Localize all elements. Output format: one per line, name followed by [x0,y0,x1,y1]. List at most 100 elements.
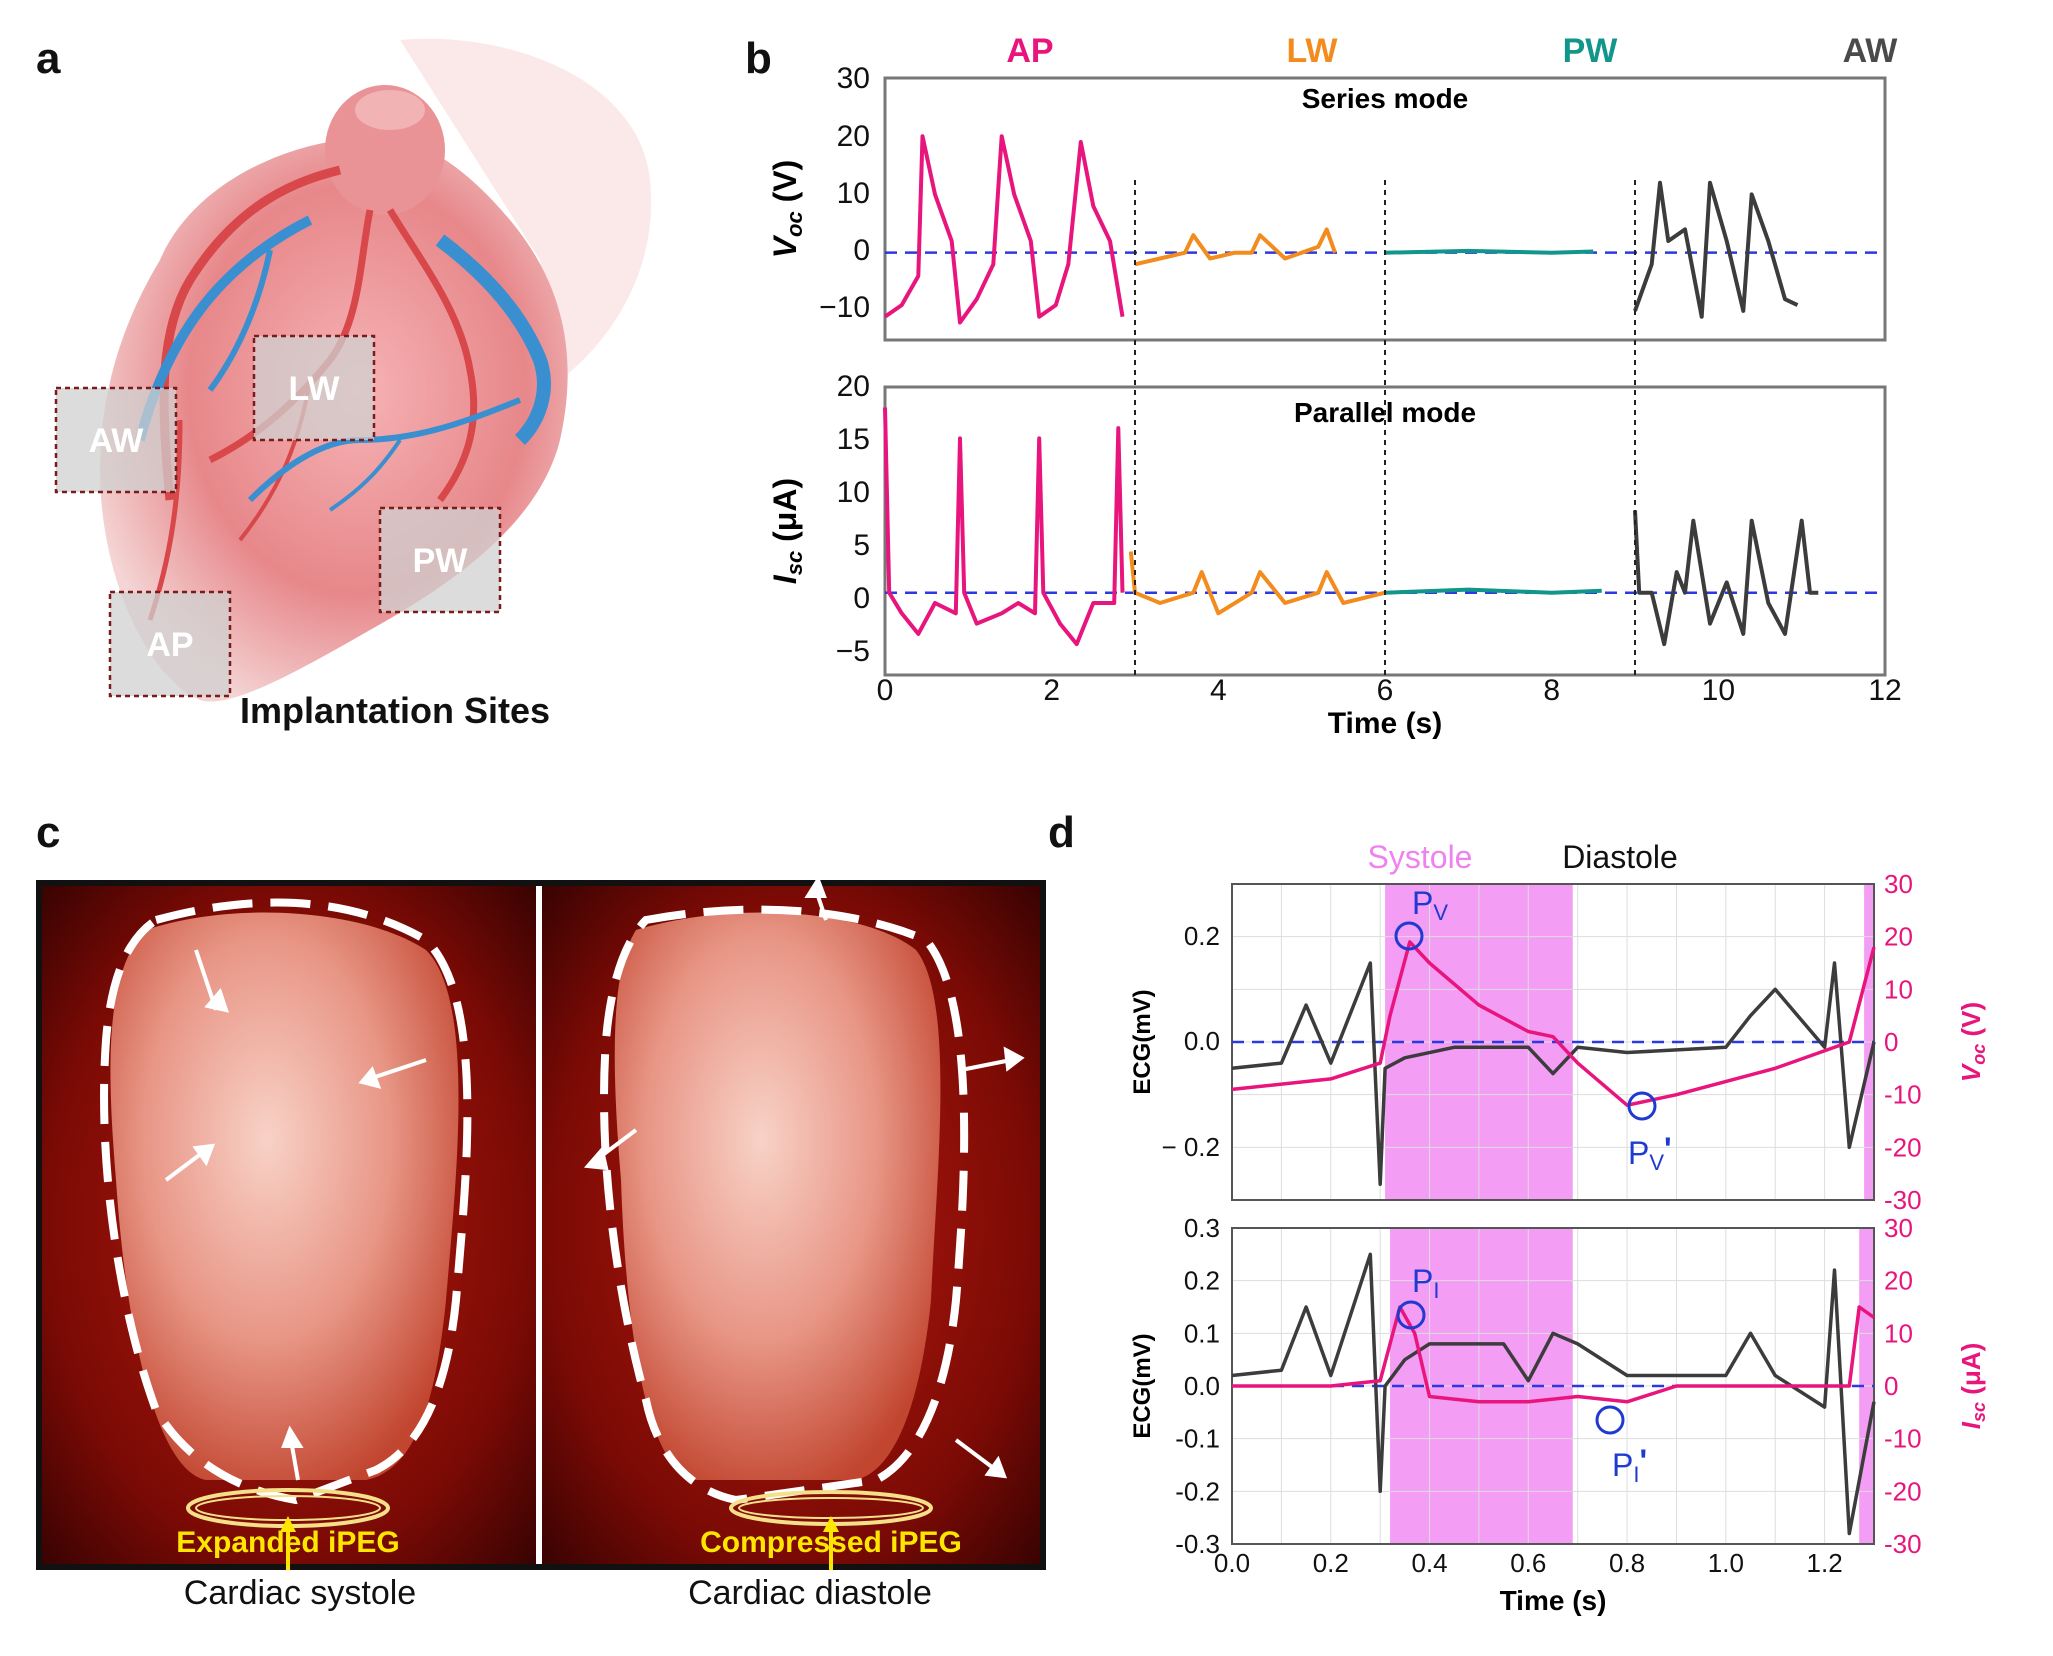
series-aw-line [1633,180,1799,319]
svg-text:PI': PI' [1612,1443,1647,1487]
ytick: 0.3 [1184,1213,1220,1243]
ytick: 30 [1884,869,1913,899]
series-lw-line [1128,551,1386,616]
xtick: 10 [1702,674,1735,707]
diastole-caption: Cardiac diastole [688,1574,932,1612]
diastole-photo: Compressed iPEG [542,880,1040,1570]
site-label-pw: PW [1563,32,1619,70]
svg-text:AW: AW [89,422,145,460]
compressed-ipeg-label: Compressed iPEG [700,1526,962,1559]
series-aw-line [1633,510,1819,647]
panel-letter-c: c [36,808,61,857]
ytick: 0.2 [1184,921,1220,951]
systole-caption: Cardiac systole [183,1574,417,1612]
ytick: 5 [853,529,870,562]
xtick: 6 [1377,674,1394,707]
ytick: 30 [837,62,870,95]
svg-text:PV: PV [1412,885,1448,925]
ytick: 0.2 [1184,1266,1220,1296]
ytick: 20 [837,120,870,153]
ytick: 0 [853,234,870,267]
svg-text:PV': PV' [1628,1131,1672,1175]
xtick: 0.6 [1510,1548,1546,1578]
voc-right-axis-label: Voc (V) [1956,1002,1989,1082]
panel-b-chart: AP LW PW AW Series mode Parallel mode 30… [767,32,1902,740]
xtick: 12 [1868,674,1901,707]
series-pw-line [1384,587,1602,595]
ytick: -0.3 [1175,1529,1220,1559]
svg-text:AP: AP [146,626,193,664]
ytick: -20 [1884,1132,1922,1162]
pi-prime-marker: PI' [1595,1405,1647,1487]
xtick: 1.0 [1708,1548,1744,1578]
ytick: -10 [1884,1080,1922,1110]
xtick: 1.2 [1807,1548,1843,1578]
site-box-lw: LW [252,334,376,442]
pv-prime-marker: PV' [1627,1091,1672,1175]
svg-text:PI: PI [1412,1263,1439,1303]
ytick: −10 [819,291,870,324]
svg-text:PW: PW [413,542,469,580]
ytick: -0.2 [1175,1476,1220,1506]
series-ecg-line [1231,961,1876,1186]
ytick: 10 [1884,1318,1913,1348]
site-box-ap: AP [108,590,232,698]
series-ecg-line [1231,1252,1876,1536]
svg-text:LW: LW [289,370,341,408]
implantation-sites-caption: Implantation Sites [240,690,551,731]
series-isc-line [1232,1305,1876,1404]
ecg-axis-label-top: ECG(mV) [1129,989,1156,1094]
ytick: − 0.2 [1161,1132,1220,1162]
voc-axis-label: Voc (V) [767,160,807,259]
expanded-ipeg-label: Expanded iPEG [176,1526,399,1559]
ytick: -20 [1884,1476,1922,1506]
ytick: 30 [1884,1213,1913,1243]
site-label-ap: AP [1006,32,1053,70]
ytick: 10 [837,177,870,210]
ytick: 20 [1884,922,1913,952]
panel-d-chart: Systole Diastole 0.2 0.0 − 0.2 30 20 10 0 -1… [1129,839,1989,1616]
isc-axis-label: Isc (μA) [767,478,807,584]
ytick: 10 [837,476,870,509]
x-axis-label: Time (s) [1328,707,1442,740]
ytick: 10 [1884,974,1913,1004]
panel-letter-b: b [745,34,772,83]
xtick: 0.8 [1609,1548,1645,1578]
xtick: 4 [1210,674,1227,707]
ytick: 0 [1884,1027,1898,1057]
cardiac-photos: Expanded iPEG Compressed iPEG [36,880,1046,1570]
series-mode-title: Series mode [1302,83,1469,114]
ytick: 0.0 [1184,1026,1220,1056]
series-ap-line [883,134,1125,325]
site-box-aw: AW [54,386,178,494]
series-lw-line [1134,227,1337,267]
xtick: 0.4 [1411,1548,1447,1578]
xtick: 0.2 [1313,1548,1349,1578]
diastole-label: Diastole [1562,839,1678,875]
systole-label: Systole [1368,839,1473,875]
xtick: 0.0 [1214,1548,1250,1578]
ytick: -30 [1884,1185,1922,1215]
panel-letter-d: d [1048,808,1075,857]
ytick: 20 [1884,1266,1913,1296]
ytick: 0 [853,582,870,615]
xtick: 0 [877,674,894,707]
panel-letter-a: a [36,34,61,83]
isc-right-axis-label: Isc (μA) [1956,1343,1989,1430]
site-label-aw: AW [1843,32,1899,70]
ytick: 20 [837,370,870,403]
ytick: 0.1 [1184,1318,1220,1348]
ytick: -0.1 [1175,1424,1220,1454]
ytick: -30 [1884,1529,1922,1559]
ytick: 0.0 [1184,1371,1220,1401]
series-ap-line [883,407,1125,647]
ytick: 15 [837,423,870,456]
ytick: 0 [1884,1371,1898,1401]
ytick: -10 [1884,1424,1922,1454]
heart-illustration: AW LW PW AP [54,38,652,702]
d-x-axis-label: Time (s) [1500,1585,1607,1616]
pv-marker: PV [1394,885,1448,951]
ecg-axis-label-bottom: ECG(mV) [1129,1333,1156,1438]
site-label-lw: LW [1287,32,1339,70]
site-box-pw: PW [378,506,502,614]
